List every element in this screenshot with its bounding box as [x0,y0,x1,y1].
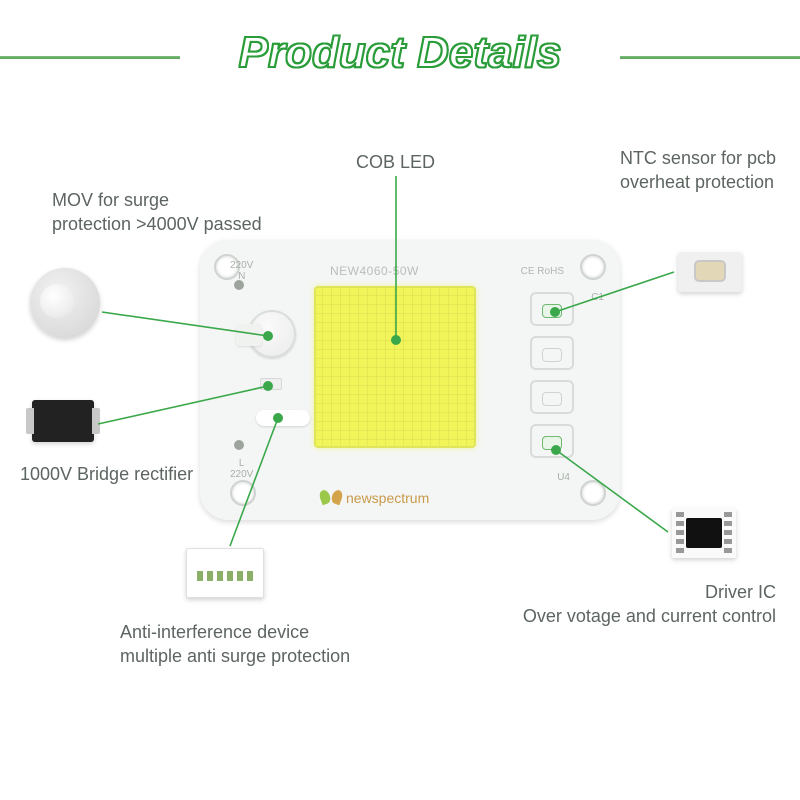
c1-label: C1 [591,292,604,303]
mov-thumb [30,268,100,338]
leaf-icon [320,490,342,506]
ntc-thumb [678,252,742,292]
driver-pads [530,292,574,458]
pcb-pad [530,380,574,414]
page-title: Product Details [239,28,562,78]
pcb-board: 220V N L 220V NEW4060-50W CE RoHS U4 C1 … [200,240,620,520]
bridge-thumb [32,400,94,442]
callout-anti: Anti-interference device multiple anti s… [120,620,350,669]
pcb-pad [530,292,574,326]
mount-hole [580,254,606,280]
resistor-component [256,410,310,426]
terminal-l-label: L 220V [230,458,253,480]
cert-label: CE RoHS [521,266,564,277]
mount-hole [230,480,256,506]
callout-ntc: NTC sensor for pcb overheat protection [620,146,776,195]
title-rule-right [620,56,800,59]
cob-led-area [314,286,476,448]
brand-label: newspectrum [346,490,429,506]
solder-pad [234,280,244,290]
terminal-n-label: 220V N [230,260,253,282]
pcb-pad [530,336,574,370]
mov-component [248,310,296,358]
model-label: NEW4060-50W [330,264,419,278]
callout-cob: COB LED [356,150,435,174]
mount-hole [580,480,606,506]
pcb-pad [530,424,574,458]
bridge-component [260,378,282,390]
driver-ic-thumb [672,508,736,558]
callout-driver: Driver IC Over votage and current contro… [523,580,776,629]
diagram-stage: 220V N L 220V NEW4060-50W CE RoHS U4 C1 … [0,90,800,800]
callout-mov: MOV for surge protection >4000V passed [52,188,262,237]
anti-thumb [186,548,264,598]
title-rule-left [0,56,180,59]
callout-bridge: 1000V Bridge rectifier [20,462,193,486]
solder-pad [234,440,244,450]
u4-label: U4 [557,472,570,483]
